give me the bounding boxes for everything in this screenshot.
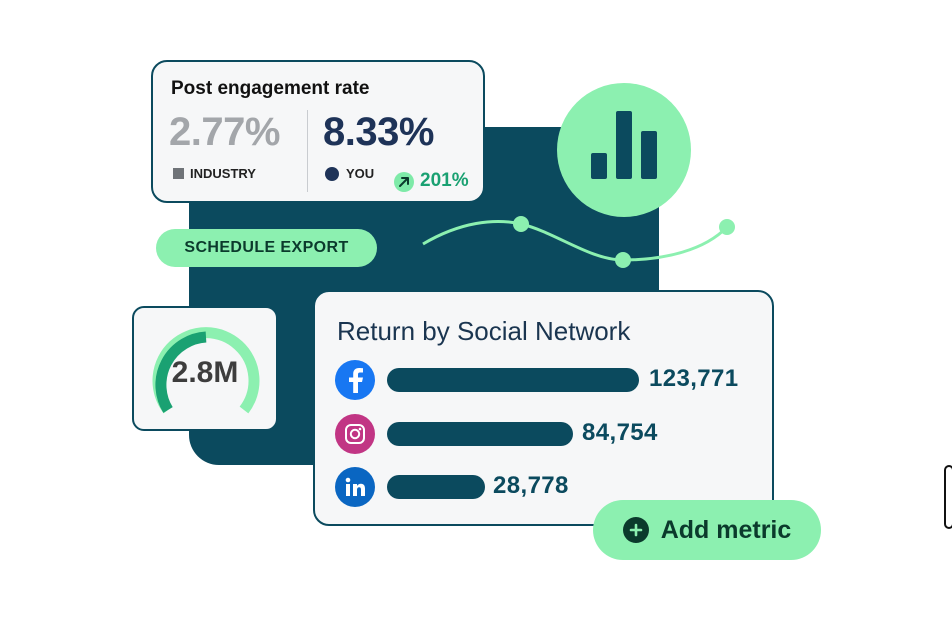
industry-rate-value: 2.77% bbox=[169, 110, 280, 154]
gauge-meter bbox=[152, 327, 260, 414]
growth-percentage: 201% bbox=[420, 170, 469, 191]
add-metric-button[interactable]: Add metric bbox=[593, 500, 821, 560]
facebook-icon bbox=[335, 360, 375, 400]
trend-point bbox=[513, 216, 529, 232]
linkedin-return-value: 28,778 bbox=[493, 472, 569, 499]
linkedin-return-bar bbox=[387, 475, 485, 499]
you-legend-swatch bbox=[325, 167, 339, 181]
plus-circle-icon bbox=[622, 517, 649, 543]
your-rate-value: 8.33% bbox=[323, 110, 434, 154]
bar-chart-icon bbox=[557, 83, 691, 217]
engagement-title: Post engagement rate bbox=[171, 78, 370, 99]
return-card-title: Return by Social Network bbox=[337, 316, 631, 346]
instagram-return-value: 84,754 bbox=[582, 419, 658, 446]
add-metric-label: Add metric bbox=[660, 515, 792, 544]
facebook-return-bar bbox=[387, 368, 639, 392]
you-label: YOU bbox=[346, 166, 375, 181]
engagement-rate-card: Post engagement rate 2.77% 8.33% INDUSTR… bbox=[151, 60, 485, 203]
trend-point bbox=[719, 219, 735, 235]
industry-label: INDUSTRY bbox=[190, 166, 256, 181]
industry-legend-swatch bbox=[173, 168, 184, 179]
linkedin-icon bbox=[335, 467, 375, 507]
trend-line-decoration bbox=[422, 216, 735, 268]
instagram-icon bbox=[335, 414, 375, 454]
gauge-card: 2.8M bbox=[132, 306, 278, 431]
gauge-value: 2.8M bbox=[171, 356, 239, 389]
trend-point bbox=[615, 252, 631, 268]
return-by-network-card: Return by Social Network 123,771 84,754 … bbox=[313, 290, 774, 526]
facebook-return-value: 123,771 bbox=[649, 365, 739, 392]
instagram-return-bar bbox=[387, 422, 573, 446]
arrow-up-right-icon bbox=[394, 172, 414, 192]
divider bbox=[307, 110, 308, 192]
schedule-export-button[interactable]: SCHEDULE EXPORT bbox=[156, 229, 377, 267]
cropped-element-fragment bbox=[944, 465, 952, 529]
